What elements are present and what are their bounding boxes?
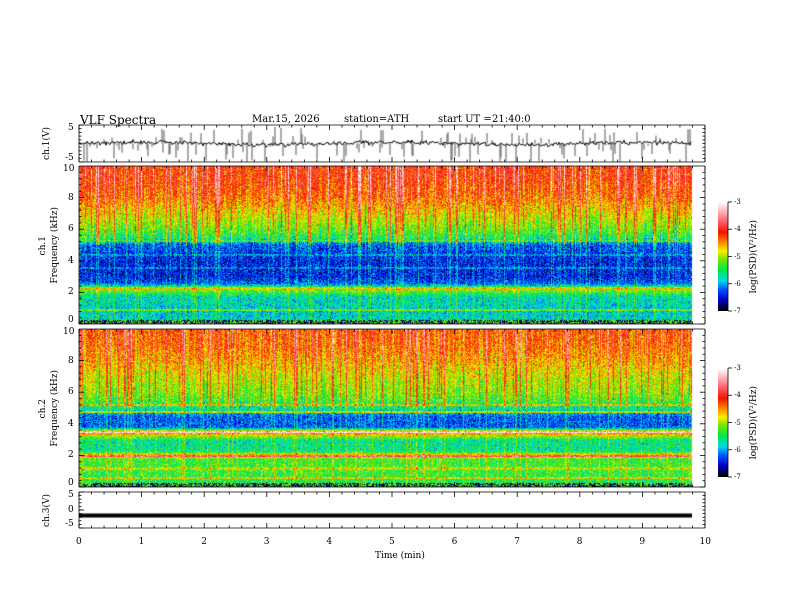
y-tick-label: -5	[65, 153, 74, 163]
start-ut-label: start UT =	[438, 114, 492, 125]
y-tick-label: 4	[68, 418, 74, 429]
ch2-channel-label: ch.2	[38, 398, 48, 418]
y-tick-label: 5	[68, 123, 74, 133]
y-tick-label: 2	[68, 287, 74, 298]
y-tick-label: 2	[68, 450, 74, 461]
y-tick-label: 0	[68, 478, 74, 488]
colorbar-tick-label: -6	[734, 445, 741, 454]
x-tick-label: 2	[201, 537, 207, 547]
x-tick-label: 4	[326, 537, 333, 547]
ch2-colorbar-label: log(PSD)(V²/Hz)	[749, 385, 759, 459]
y-tick-label: 0	[68, 315, 74, 325]
x-tick-label: 10	[699, 537, 711, 547]
ch2-spectrogram-image	[79, 329, 705, 487]
date-label: Mar.15, 2026	[252, 114, 320, 125]
y-tick-label: 4	[68, 255, 74, 266]
x-tick-label: 9	[639, 537, 646, 547]
ch1-spectrogram-image	[79, 166, 705, 324]
ch1-frequency-axis-label: Frequency (kHz)	[50, 206, 60, 284]
y-tick-label: 6	[68, 387, 74, 398]
colorbar-tick-label: -7	[734, 473, 741, 481]
ch3-waveform-plot	[79, 492, 705, 528]
station-label: station=ATH	[344, 114, 410, 125]
y-tick-label: 10	[63, 164, 75, 174]
ch2-colorbar	[718, 368, 728, 477]
colorbar-tick-label: -3	[734, 198, 741, 206]
y-tick-label: 0	[68, 505, 74, 515]
ch1-waveform-plot	[79, 125, 705, 162]
x-tick-label: 5	[389, 537, 395, 547]
ch3-voltage-axis-label: ch.3(V)	[42, 493, 52, 527]
colorbar-tick-label: -4	[734, 225, 741, 234]
y-tick-label: 8	[68, 355, 74, 366]
start-ut-time: 21:40:0	[492, 114, 531, 125]
colorbar-tick-label: -3	[734, 364, 741, 372]
ch2-frequency-axis-label: Frequency (kHz)	[50, 369, 60, 447]
x-tick-label: 8	[576, 537, 583, 547]
colorbar-tick-label: -5	[734, 418, 741, 427]
colorbar-tick-label: -5	[734, 252, 741, 261]
x-tick-label: 7	[514, 537, 520, 547]
x-tick-label: 0	[76, 537, 82, 547]
colorbar-tick-label: -4	[734, 391, 741, 400]
y-tick-label: 8	[68, 192, 74, 203]
y-tick-label: 5	[68, 490, 74, 500]
y-tick-label: 6	[68, 224, 74, 235]
ch1-voltage-axis-label: ch.1(V)	[42, 126, 52, 160]
x-tick-label: 6	[451, 537, 458, 547]
colorbar-tick-label: -6	[734, 279, 741, 288]
ch1-channel-label: ch.1	[38, 235, 48, 255]
ch1-colorbar	[718, 202, 728, 311]
ch1-colorbar-label: log(PSD)(V²/Hz)	[749, 219, 759, 293]
x-axis-label: Time (min)	[375, 551, 425, 561]
x-tick-label: 1	[138, 537, 145, 547]
y-tick-label: 10	[63, 327, 75, 337]
figure-title: VLF Spectra	[80, 113, 157, 127]
x-tick-label: 3	[263, 537, 270, 547]
y-tick-label: -5	[65, 519, 74, 529]
colorbar-tick-label: -7	[734, 307, 741, 315]
